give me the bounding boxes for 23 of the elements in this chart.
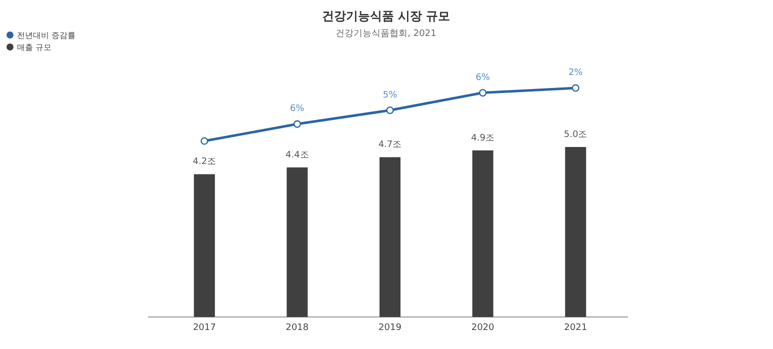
- legend-label: 전년대비 증감률: [17, 31, 76, 40]
- x-tick-label: 2021: [564, 323, 588, 333]
- x-tick-label: 2020: [471, 323, 495, 333]
- x-tick-label: 2019: [378, 323, 402, 333]
- annotation: 6%: [476, 72, 490, 83]
- point: [200, 137, 208, 145]
- x-tick-label: 2018: [286, 323, 309, 333]
- point: [293, 120, 301, 128]
- data-label: 4.7조: [378, 140, 402, 150]
- point: [479, 88, 487, 97]
- annotation: 6%: [290, 104, 305, 114]
- chart-subtitle: 건강기능식품협회, 2021: [336, 29, 436, 39]
- data-label: 4.2조: [192, 157, 216, 168]
- chart-title: 건강기능식품 시장 규모: [322, 9, 450, 23]
- data-label: 4.9조: [471, 133, 494, 144]
- legend-label: 매출 규모: [17, 43, 52, 52]
- data-label: 5.0조: [564, 130, 588, 140]
- data-label: 4.4조: [286, 150, 309, 160]
- point: [386, 106, 394, 114]
- annotation: 2%: [568, 68, 584, 78]
- x-tick-label: 2017: [192, 323, 216, 333]
- point: [572, 84, 580, 92]
- annotation: 5%: [382, 90, 398, 100]
